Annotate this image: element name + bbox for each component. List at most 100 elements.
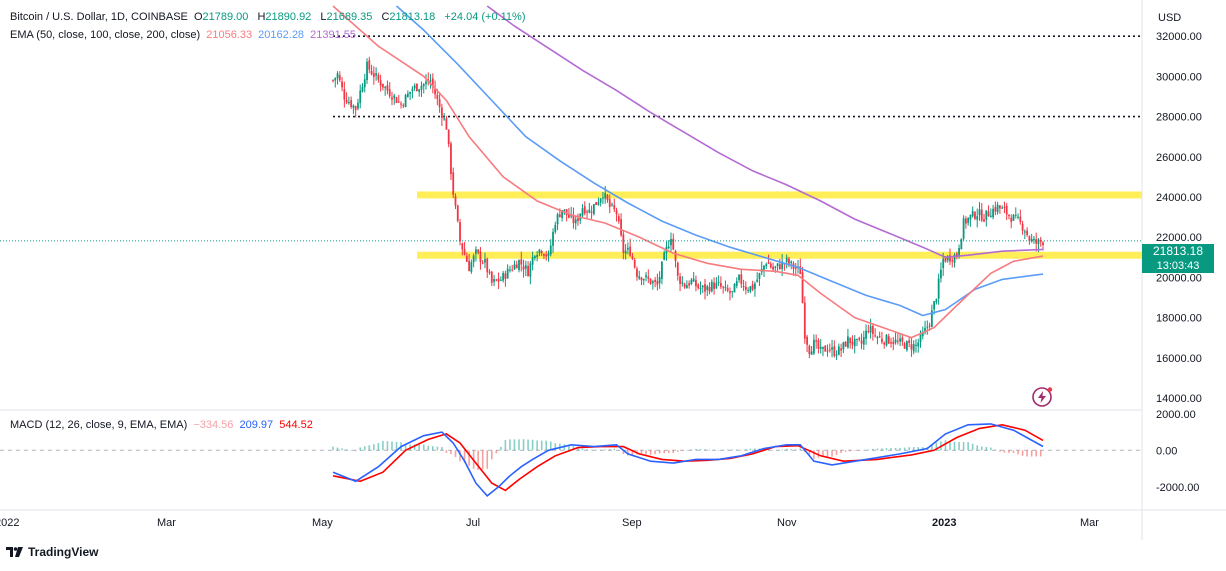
price-tick-label: 20000.00 xyxy=(1156,272,1202,284)
macd-histogram-bar xyxy=(1017,450,1019,455)
candle-body xyxy=(475,249,477,254)
macd-histogram-bar xyxy=(640,450,643,455)
macd-histogram-bar xyxy=(373,444,375,451)
candle-body xyxy=(776,263,779,267)
candle-body xyxy=(989,215,992,218)
candle-body xyxy=(495,279,498,281)
flash-icon[interactable] xyxy=(1031,386,1053,408)
candle-body xyxy=(615,210,618,215)
candle-body xyxy=(515,264,518,269)
candle-body xyxy=(1021,223,1024,231)
macd-tick-label: 0.00 xyxy=(1156,445,1177,457)
candle-body xyxy=(479,251,482,262)
candle-body xyxy=(334,77,337,81)
candle-body xyxy=(940,269,942,279)
macd-histogram-bar xyxy=(350,450,352,451)
candle-body xyxy=(592,204,595,214)
macd-histogram-bar xyxy=(722,449,724,451)
candle-body xyxy=(763,265,765,270)
candle-body xyxy=(772,266,774,270)
candle-body xyxy=(946,255,949,261)
candle-body xyxy=(978,209,981,216)
candle-body xyxy=(971,210,974,217)
macd-histogram-bar xyxy=(767,449,770,451)
candle-body xyxy=(1001,207,1004,209)
macd-histogram-bar xyxy=(391,441,393,451)
candle-body xyxy=(672,238,675,250)
candle-body xyxy=(1037,239,1040,245)
candle-body xyxy=(350,100,353,107)
candle-body xyxy=(436,94,439,99)
macd-histogram-bar xyxy=(781,449,783,451)
candle-body xyxy=(363,79,366,88)
macd-histogram-bar xyxy=(345,449,348,451)
candle-body xyxy=(368,60,371,70)
candle-body xyxy=(661,261,663,280)
candle-body xyxy=(558,214,561,218)
close-value: 21813.18 xyxy=(389,11,436,23)
candle-body xyxy=(359,90,362,104)
candle-body xyxy=(651,281,654,284)
candle-body xyxy=(717,281,720,283)
countdown-tag: 13:03:43 xyxy=(1142,259,1214,273)
macd-histogram-bar xyxy=(568,444,570,451)
candle-body xyxy=(733,283,736,293)
macd-histogram-bar xyxy=(459,450,461,462)
candle-body xyxy=(513,264,516,270)
macd-histogram-bar xyxy=(418,444,420,451)
candle-body xyxy=(454,196,457,206)
candle-body xyxy=(876,337,879,339)
candle-body xyxy=(604,193,607,199)
candle-body xyxy=(393,95,396,99)
macd-histogram-bar xyxy=(831,450,833,457)
candle-body xyxy=(831,347,833,350)
candle-body xyxy=(527,266,529,277)
macd-histogram-bar xyxy=(581,448,584,451)
candle-body xyxy=(529,263,532,277)
macd-histogram-bar xyxy=(894,447,897,451)
candle-body xyxy=(1017,216,1019,218)
candle-body xyxy=(1023,231,1026,233)
macd-histogram-bar xyxy=(763,448,765,451)
macd-histogram-bar xyxy=(536,440,538,451)
macd-histogram-bar xyxy=(332,446,334,451)
macd-histogram-bar xyxy=(813,450,815,459)
macd-histogram-bar xyxy=(681,450,684,451)
candle-body xyxy=(375,73,377,76)
candle-body xyxy=(606,195,609,201)
candle-body xyxy=(958,248,960,256)
macd-histogram-bar xyxy=(1035,450,1037,457)
macd-histogram-bar xyxy=(1039,450,1042,457)
tradingview-brand[interactable]: TradingView xyxy=(6,545,98,559)
time-tick-label: Mar xyxy=(1080,517,1099,529)
candle-body xyxy=(953,254,956,263)
macd-histogram-bar xyxy=(563,444,566,451)
macd-histogram-bar xyxy=(772,449,774,451)
candle-body xyxy=(372,73,375,78)
macd-histogram-bar xyxy=(595,449,597,451)
macd-legend[interactable]: MACD (12, 26, close, 9, EMA, EMA) −334.5… xyxy=(10,419,316,431)
candle-body xyxy=(522,266,525,270)
macd-histogram-bar xyxy=(899,447,901,451)
candle-body xyxy=(740,274,743,285)
candle-body xyxy=(865,330,867,339)
macd-histogram-bar xyxy=(990,447,992,451)
candle-body xyxy=(420,85,423,90)
macd-histogram-bar xyxy=(862,449,865,451)
macd-histogram-bar xyxy=(377,443,380,451)
candle-body xyxy=(674,250,677,261)
candle-body xyxy=(735,281,738,286)
macd-histogram-bar xyxy=(658,450,661,454)
macd-histogram-bar xyxy=(794,449,797,451)
candle-body xyxy=(856,338,858,340)
macd-histogram-bar xyxy=(731,449,734,451)
candle-body xyxy=(742,285,745,287)
candle-body xyxy=(520,259,523,265)
candle-body xyxy=(343,89,346,100)
candle-body xyxy=(504,273,507,279)
ema-legend[interactable]: EMA (50, close, 100, close, 200, close) … xyxy=(10,29,359,41)
candle-body xyxy=(590,211,593,213)
macd-histogram-bar xyxy=(618,450,620,451)
candle-body xyxy=(803,302,806,339)
